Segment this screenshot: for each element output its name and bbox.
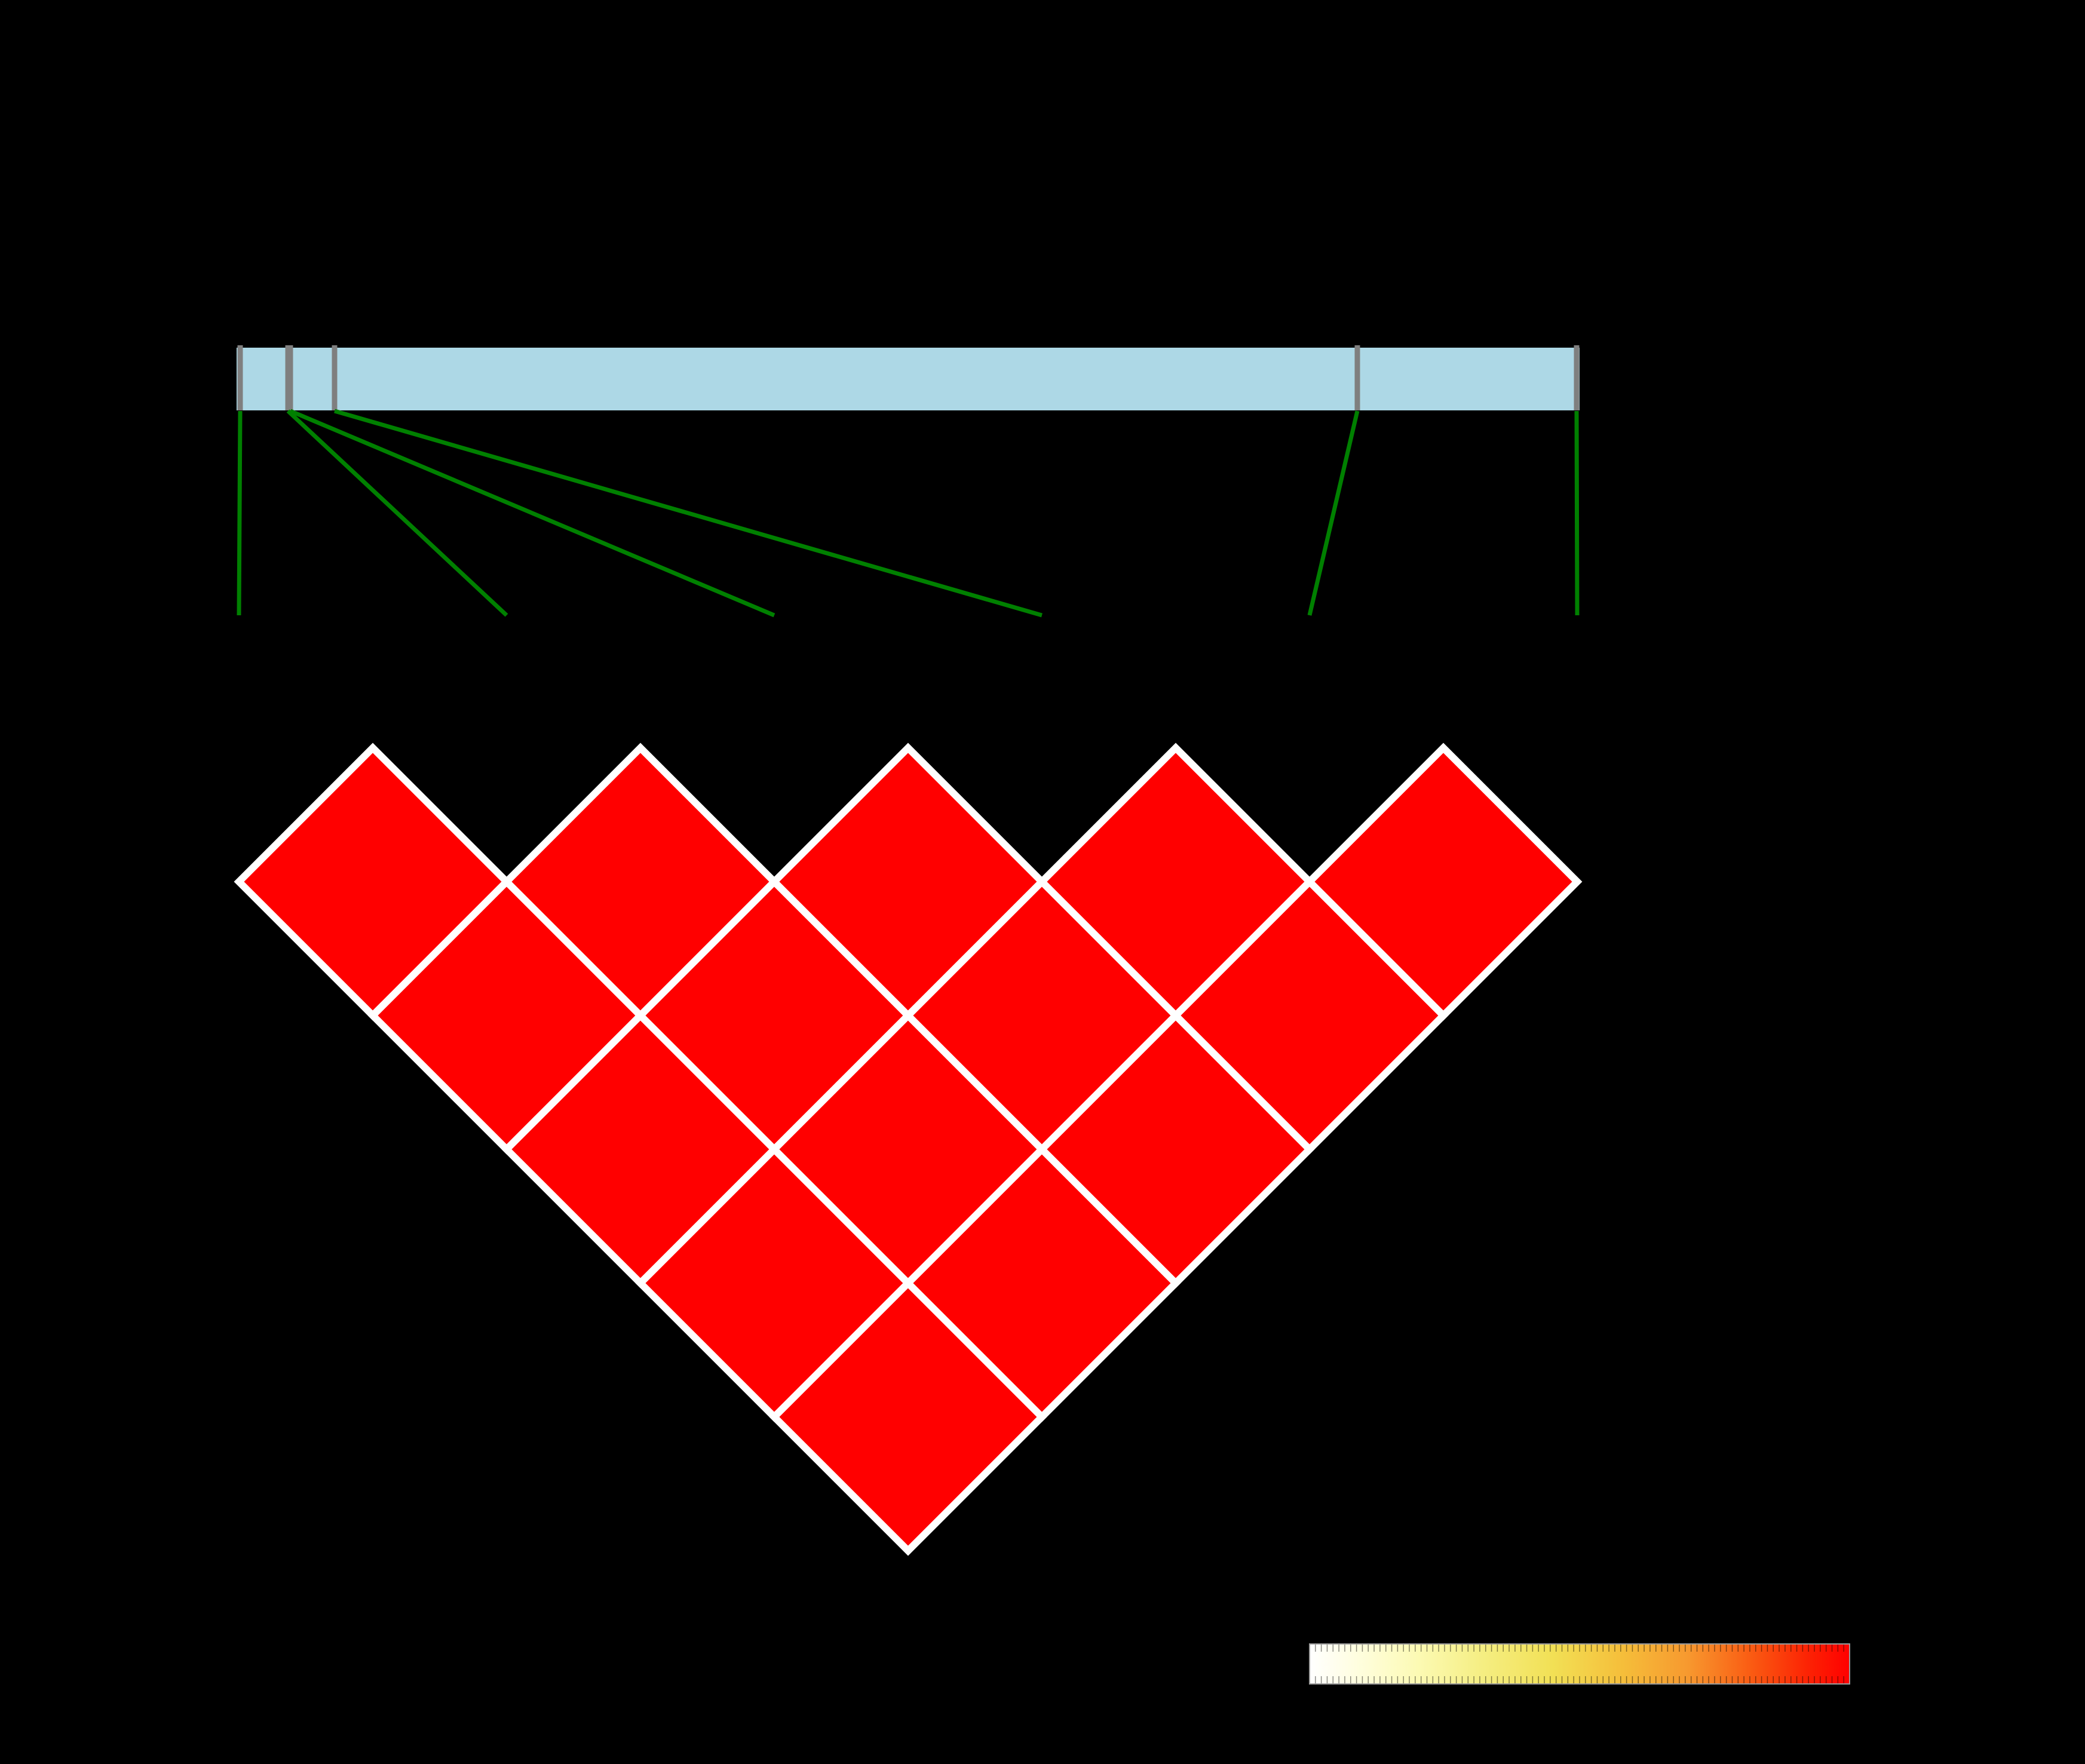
snp-position-tick — [1574, 345, 1580, 410]
snp-connector-line — [286, 409, 508, 617]
color-key-border — [1309, 1643, 1850, 1685]
snp-connector-line — [237, 410, 243, 616]
snp-position-tick — [1354, 345, 1360, 410]
gene-map-ruler — [237, 345, 1580, 410]
genomic-ruler-bar — [237, 348, 1580, 410]
snp-position-tick — [332, 345, 338, 410]
snp-position-tick — [287, 345, 293, 410]
ld-triangle — [234, 743, 1583, 1556]
snp-position-tick — [237, 345, 243, 410]
snp-connector-line — [334, 409, 1042, 618]
color-key-gradient — [1310, 1644, 1850, 1684]
snp-connector-line — [289, 409, 775, 618]
ld-cell — [1304, 743, 1583, 1021]
snp-connector-lines — [237, 409, 1580, 618]
color-key — [1309, 1643, 1850, 1685]
snp-connector-line — [1307, 410, 1360, 616]
